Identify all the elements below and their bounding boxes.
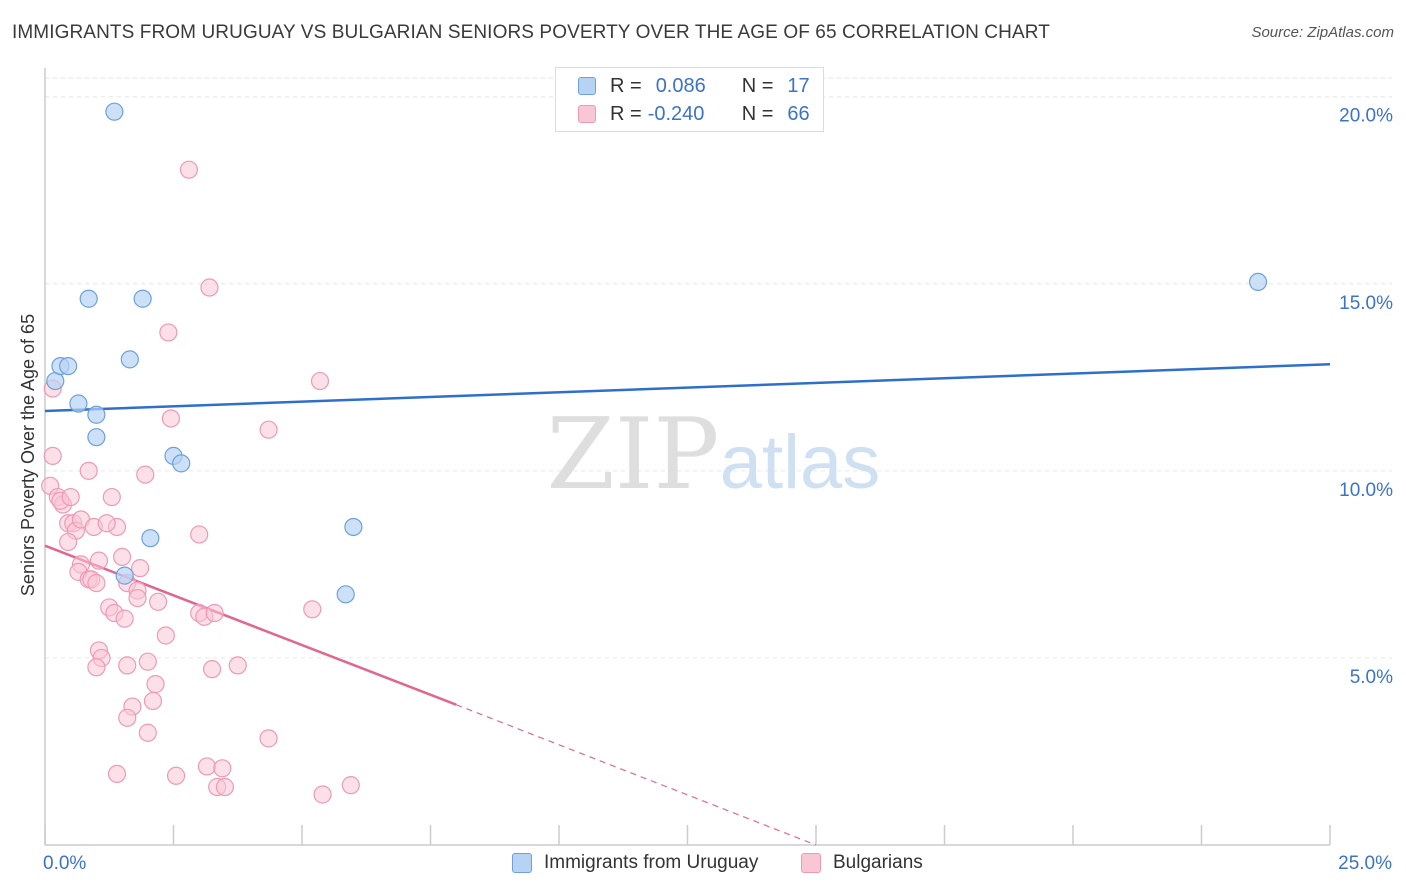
bulgarian-point <box>59 532 78 552</box>
bulgarian-point <box>310 371 330 391</box>
uruguay-trend-line <box>44 362 1331 413</box>
bulgarian-point <box>112 547 132 567</box>
uruguay-point <box>1248 272 1268 292</box>
bulgarian-point <box>128 588 147 608</box>
bulgarian-point <box>138 723 157 742</box>
uruguay-point <box>105 102 124 121</box>
data-points <box>41 102 1268 804</box>
bulgarian-point <box>313 785 332 804</box>
bulgarian-point <box>61 487 80 507</box>
bulgarian-point <box>202 660 222 679</box>
uruguay-point <box>69 394 88 413</box>
uruguay-point <box>133 289 152 308</box>
bulgarian-point <box>130 559 150 578</box>
bulgarian-point <box>159 323 178 342</box>
bulgarian-point <box>259 420 278 439</box>
bulgarian-point <box>197 757 217 776</box>
chart-title: IMMIGRANTS FROM URUGUAY VS BULGARIAN SEN… <box>12 22 1050 43</box>
y-tick-label: 15.0% <box>1339 293 1393 314</box>
bulgarian-point <box>303 600 322 619</box>
bulgarian-point <box>87 573 106 593</box>
uruguay-point <box>87 405 106 424</box>
bulgarian-point <box>97 514 116 533</box>
uruguay-point <box>344 517 363 537</box>
legend-n-label: N = <box>741 74 774 97</box>
bulgarian-point <box>259 729 278 748</box>
watermark-zip: ZIP <box>547 398 720 512</box>
x-tick-label: 25.0% <box>1338 853 1392 874</box>
bulgarian-point <box>87 658 106 677</box>
uruguay-legend-label: Immigrants from Uruguay <box>544 852 759 873</box>
bulgarian-point <box>228 656 247 675</box>
x-tick-label: 0.0% <box>43 853 86 874</box>
uruguay-point <box>141 529 160 548</box>
bulgarian-point <box>156 626 175 645</box>
y-tick-label: 5.0% <box>1350 667 1393 688</box>
bulgarian-point <box>143 691 163 711</box>
bulgarian-point <box>161 409 181 428</box>
y-tick-label: 10.0% <box>1339 480 1393 501</box>
bulgarian-point <box>136 465 155 484</box>
watermark: ZIP atlas <box>547 398 881 512</box>
bulgarian-point <box>89 551 109 570</box>
bulgarian-point <box>200 278 219 297</box>
legend-n-value: 17 <box>787 74 810 97</box>
bulgarian-point <box>43 446 62 465</box>
bulgarian-point <box>190 525 209 544</box>
uruguay-point <box>120 350 139 369</box>
legend-row-uruguay: R = 0.086 N = 17 <box>578 72 810 100</box>
y-tick-label: 20.0% <box>1339 106 1393 127</box>
bottom-legend-bulgarians: Bulgarians <box>801 852 923 874</box>
bulgarian-point <box>118 708 137 727</box>
bulgarian-point <box>341 776 360 795</box>
bottom-legend-uruguay: Immigrants from Uruguay <box>512 852 758 874</box>
uruguay-point <box>79 289 98 308</box>
bulgarian-point <box>148 592 168 611</box>
chart-source: Source: ZipAtlas.com <box>1251 24 1394 41</box>
uruguay-point <box>336 585 355 604</box>
legend-n-value: 66 <box>787 102 810 125</box>
uruguay-legend-swatch <box>512 853 532 873</box>
bulgarian-point <box>166 766 186 785</box>
bulgarian-point <box>213 759 232 778</box>
bulgarian-point <box>118 656 137 675</box>
bulgarian-trend-line <box>44 544 457 706</box>
bulgarian-point <box>146 675 165 694</box>
uruguay-point <box>115 566 134 585</box>
legend-r-value: -0.240 <box>647 102 705 125</box>
uruguay-point <box>172 454 191 473</box>
legend-r-label: R = <box>610 74 642 97</box>
bulgarians-legend-label: Bulgarians <box>833 852 923 873</box>
correlation-legend: R = 0.086 N = 17 R = -0.240 N = 66 <box>555 67 824 132</box>
legend-n-label: N = <box>741 102 774 125</box>
bulgarian-point <box>205 603 224 623</box>
bulgarian-point <box>79 461 98 480</box>
bulgarian-point <box>107 764 127 784</box>
watermark-atlas: atlas <box>720 420 881 505</box>
bulgarian-point <box>179 160 199 179</box>
trend-lines <box>44 362 1331 846</box>
bulgarian-trend-extension <box>455 704 817 846</box>
bulgarians-swatch <box>578 105 596 123</box>
tick-labels: 5.0% 10.0% 15.0% 20.0% 0.0% 25.0% <box>43 106 1393 874</box>
bulgarian-point <box>138 652 157 671</box>
bulgarian-point <box>102 487 121 507</box>
bulgarian-point <box>215 777 234 797</box>
grid-lines <box>45 77 1392 659</box>
y-axis-label: Seniors Poverty Over the Age of 65 <box>18 314 38 596</box>
legend-r-value: 0.086 <box>655 74 706 97</box>
uruguay-swatch <box>578 77 596 95</box>
uruguay-point <box>59 356 78 376</box>
bulgarians-legend-swatch <box>801 853 821 873</box>
legend-r-label: R = <box>610 102 642 125</box>
legend-row-bulgarians: R = -0.240 N = 66 <box>578 100 810 128</box>
bulgarian-point <box>115 609 134 628</box>
uruguay-point <box>87 428 106 447</box>
